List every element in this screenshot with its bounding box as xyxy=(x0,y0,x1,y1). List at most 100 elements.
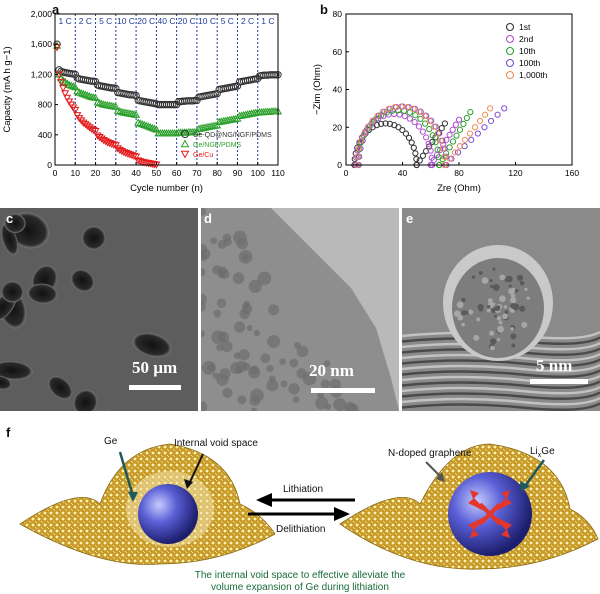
nyquist-1-point-15 xyxy=(411,119,418,126)
x-tick-label-b-0: 0 xyxy=(344,168,349,178)
nyquist-2-point-28 xyxy=(453,132,460,139)
nyquist-2-point-18 xyxy=(429,132,436,139)
scale-label-c: 50 µm xyxy=(132,358,178,377)
particle-grain xyxy=(457,314,464,321)
nyquist-0-point-27 xyxy=(426,143,433,150)
nyquist-0-point-17 xyxy=(405,134,413,141)
nyquist-0-point-12 xyxy=(386,120,394,127)
y-tick-label-a-1: 400 xyxy=(38,130,52,140)
rate-label-10: 1 C xyxy=(261,16,274,26)
nyquist-1-point-31 xyxy=(452,121,459,128)
nyquist-4-point-13 xyxy=(410,105,417,112)
particle-grain xyxy=(509,297,517,304)
nyquist-0-point-16 xyxy=(402,130,409,137)
nyquist-4-point-26 xyxy=(456,143,464,150)
series-1-point-13 xyxy=(79,89,88,98)
particle-grain xyxy=(512,303,520,311)
scale-bar-d xyxy=(311,388,375,393)
particle-grain xyxy=(508,288,515,295)
nyquist-2-point-20 xyxy=(434,146,441,153)
nanoparticle xyxy=(233,230,247,245)
series-1-point-14 xyxy=(81,90,90,98)
nyquist-0-point-32 xyxy=(441,120,448,127)
particle-grain xyxy=(476,317,481,322)
series-1-point-49 xyxy=(152,125,161,133)
series-2-point-38 xyxy=(130,152,139,161)
series-1-point-12 xyxy=(77,89,86,97)
nyquist-3-point-29 xyxy=(481,124,488,131)
nanoparticle xyxy=(267,334,281,348)
nyquist-4-point-4 xyxy=(361,130,368,137)
nyquist-4-point-5 xyxy=(364,123,372,130)
particle-grain xyxy=(502,313,508,320)
x-tick-label-a-11: 110 xyxy=(271,168,285,178)
nanoparticle xyxy=(250,407,258,411)
nyquist-0-point-10 xyxy=(378,120,385,127)
legend-label-b-0: 1st xyxy=(519,22,531,32)
series-1-point-16 xyxy=(85,92,94,100)
series-1-point-21 xyxy=(95,98,104,107)
particle-grain xyxy=(478,306,484,312)
nyquist-1-point-18 xyxy=(423,134,430,141)
x-tick-label-b-1: 40 xyxy=(398,168,408,178)
nyquist-4-point-18 xyxy=(434,130,442,137)
nyquist-4-point-11 xyxy=(397,103,405,110)
series-1-point-42 xyxy=(138,120,147,128)
series-1-point-19 xyxy=(91,93,100,101)
nyquist-4-point-24 xyxy=(446,155,453,162)
rate-label-4: 20 C xyxy=(137,16,155,26)
nyquist-1-point-14 xyxy=(406,115,413,122)
particle-grain xyxy=(492,302,496,306)
nyquist-0-point-31 xyxy=(438,124,445,132)
particle-grain xyxy=(492,267,496,271)
hrtem-particle-image xyxy=(402,208,600,411)
nanoparticle xyxy=(235,366,243,374)
nyquist-1-point-29 xyxy=(446,131,453,138)
nyquist-2-point-31 xyxy=(463,114,470,122)
series-1-point-8 xyxy=(69,82,78,90)
expansion-arrows xyxy=(468,490,512,538)
x-tick-label-a-7: 70 xyxy=(192,168,202,178)
nyquist-3-point-27 xyxy=(468,136,475,143)
tem-particles-image xyxy=(201,208,399,411)
lattice-fringe xyxy=(402,391,600,400)
series-1-point-29 xyxy=(111,102,120,110)
nanoparticle xyxy=(217,239,227,249)
series-2-point-28 xyxy=(109,141,118,149)
nanoparticle xyxy=(216,298,227,309)
lattice-fringe xyxy=(402,352,600,362)
y-tick-label-b-2: 40 xyxy=(333,85,343,95)
series-1-point-43 xyxy=(140,120,149,129)
nanoparticle xyxy=(238,349,250,361)
nyquist-1-point-16 xyxy=(415,123,423,130)
panel-label-b: b xyxy=(320,2,328,17)
nyquist-2-point-26 xyxy=(446,144,453,151)
y-tick-label-b-4: 80 xyxy=(333,9,343,19)
nyquist-4-point-21 xyxy=(441,153,448,160)
series-1-point-46 xyxy=(146,123,155,131)
series-1-point-9 xyxy=(71,83,80,91)
particle-grain xyxy=(526,296,530,300)
series-0-point-89 xyxy=(233,82,242,90)
y-tick-label-a-5: 2,000 xyxy=(31,9,53,19)
nyquist-3-point-32 xyxy=(501,105,508,112)
nyquist-3-point-25 xyxy=(454,149,462,156)
nyquist-1-point-17 xyxy=(419,128,426,135)
nanoparticle xyxy=(213,309,222,318)
nyquist-4-point-16 xyxy=(426,117,433,124)
nyquist-0-point-24 xyxy=(416,157,423,164)
nanoparticle xyxy=(320,379,331,389)
nyquist-4-point-17 xyxy=(431,123,438,130)
nanoparticle xyxy=(201,330,206,338)
x-tick-label-a-3: 30 xyxy=(111,168,121,178)
particle-grain xyxy=(516,274,524,281)
nyquist-0-point-30 xyxy=(435,129,442,136)
nanoparticle xyxy=(216,343,224,352)
nyquist-0-point-20 xyxy=(412,150,419,157)
legend-label-a-2: Ge/Cu xyxy=(193,152,213,159)
nanoparticle xyxy=(201,267,206,277)
lattice-fringe xyxy=(402,369,600,378)
nyquist-1-point-13 xyxy=(401,113,408,120)
series-2-point-39 xyxy=(132,153,141,161)
particle-grain xyxy=(492,284,500,291)
